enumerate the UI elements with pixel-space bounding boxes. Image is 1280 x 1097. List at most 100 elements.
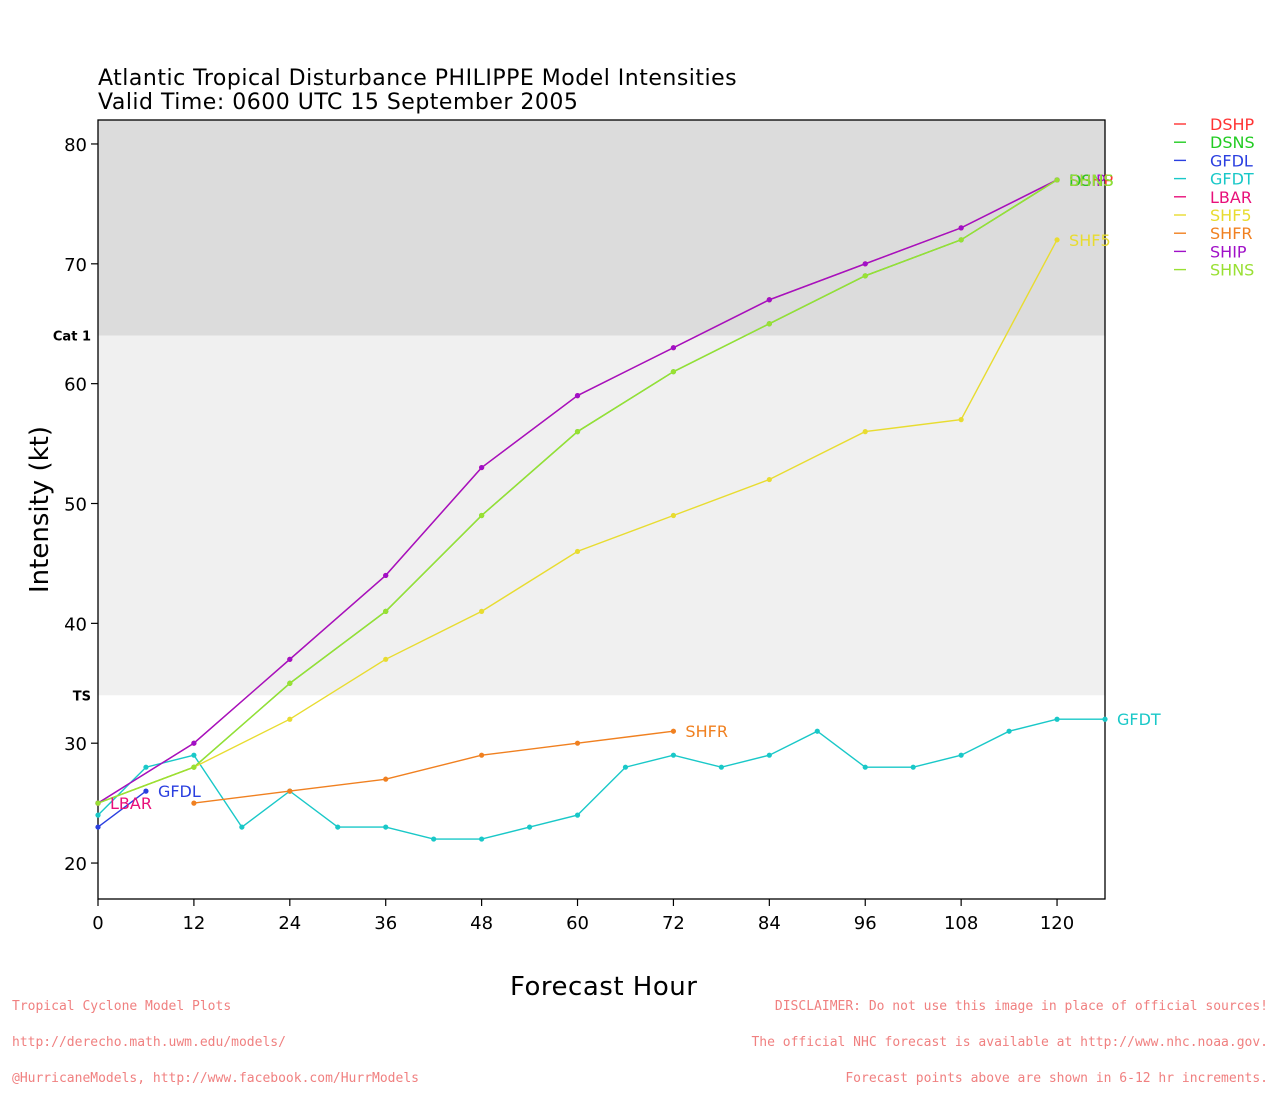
data-point-shfr xyxy=(574,740,581,746)
x-tick-label: 108 xyxy=(944,913,978,934)
data-point-shf5 xyxy=(766,476,772,483)
x-tick-label: 0 xyxy=(92,913,103,934)
series-end-label-shns: SHNS xyxy=(1069,171,1113,190)
data-point-shfr xyxy=(383,776,389,782)
data-point-gfdt xyxy=(814,728,820,734)
x-tick-label: 84 xyxy=(758,913,781,934)
footer-disclaimer: DISCLAIMER: Do not use this image in pla… xyxy=(751,977,1268,1097)
plot-frame xyxy=(97,119,1106,900)
data-point-shf5 xyxy=(862,429,868,435)
y-tick-label: 70 xyxy=(64,255,87,276)
data-point-gfdt xyxy=(335,824,341,830)
data-point-gfdt xyxy=(526,824,533,830)
data-point-gfdt xyxy=(239,824,245,830)
data-point-shns xyxy=(383,608,389,614)
x-tick-label: 48 xyxy=(470,913,493,934)
data-point-shfr xyxy=(670,728,677,734)
footer-credit-line: Tropical Cyclone Model Plots xyxy=(12,999,232,1014)
data-point-gfdl xyxy=(95,824,101,830)
data-point-shns xyxy=(191,764,197,770)
y-tick-label: 80 xyxy=(64,135,87,156)
data-point-shns xyxy=(670,369,677,375)
data-point-shf5 xyxy=(1054,237,1060,243)
y-axis-label: Intensity (kt) xyxy=(25,426,55,593)
legend-label-gfdt: GFDT xyxy=(1210,170,1254,189)
data-point-shf5 xyxy=(479,608,485,614)
series-end-label-gfdt: GFDT xyxy=(1117,710,1161,729)
legend-label-lbar: LBAR xyxy=(1210,188,1252,207)
x-tick-label: 12 xyxy=(182,913,205,934)
data-point-ship xyxy=(287,656,293,662)
chart-subtitle: Valid Time: 0600 UTC 15 September 2005 xyxy=(98,90,579,115)
footer-credit-line: @HurricaneModels, http://www.facebook.co… xyxy=(12,1071,419,1086)
cat1-band xyxy=(98,120,1105,336)
footer-credits: Tropical Cyclone Model Plots http://dere… xyxy=(12,977,419,1097)
data-point-gfdt xyxy=(383,824,389,830)
footer-disclaimer-line: Forecast points above are shown in 6-12 … xyxy=(845,1071,1268,1086)
series-line-gfdt xyxy=(97,718,1105,840)
legend-label-dsns: DSNS xyxy=(1210,133,1255,152)
series-end-label-gfdl: GFDL xyxy=(158,782,201,801)
data-point-gfdt xyxy=(431,836,437,842)
footer-disclaimer-line: The official NHC forecast is available a… xyxy=(751,1035,1268,1050)
data-point-ship xyxy=(383,572,389,579)
x-tick-label: 96 xyxy=(854,913,877,934)
data-point-shns xyxy=(862,273,868,279)
series-end-label-dsns: DSNS xyxy=(1069,171,1114,190)
data-point-gfdt xyxy=(766,752,772,758)
intensity-chart: Cat 1 TS 20 30 40 50 60 70 80 0 12 24 36 48 60 72 84 96 10… xyxy=(25,115,1255,934)
data-point-ship xyxy=(574,393,581,399)
threshold-label-ts: TS xyxy=(73,689,91,704)
series-end-label-lbar: LBAR xyxy=(110,794,152,813)
series-end-label-shf5: SHF5 xyxy=(1069,231,1111,250)
legend-label-shfr: SHFR xyxy=(1210,224,1253,243)
data-point-shf5 xyxy=(383,656,389,662)
data-point-gfdt xyxy=(958,752,964,758)
series-line-shfr xyxy=(193,730,674,804)
data-point-gfdt xyxy=(574,812,581,818)
y-tick-label: 60 xyxy=(64,375,87,396)
y-tick-label: 20 xyxy=(64,854,87,875)
data-point-gfdt xyxy=(862,764,868,770)
data-point-shns xyxy=(287,680,293,686)
data-point-gfdt xyxy=(622,764,629,770)
threshold-label-cat1: Cat 1 xyxy=(53,330,91,345)
data-point-gfdt xyxy=(479,836,485,842)
x-tick-label: 36 xyxy=(374,913,397,934)
x-tick-label: 24 xyxy=(278,913,301,934)
legend-label-shf5: SHF5 xyxy=(1210,206,1252,225)
legend-label-dshp: DSHP xyxy=(1210,115,1255,134)
ts-band xyxy=(98,335,1105,696)
x-axis-label: Forecast Hour xyxy=(510,972,698,1002)
data-point-gfdt xyxy=(1054,716,1060,722)
data-point-gfdt xyxy=(670,752,677,758)
data-point-shns xyxy=(766,321,772,327)
data-point-gfdt xyxy=(910,764,916,770)
data-point-shns xyxy=(479,512,485,519)
data-point-shns xyxy=(574,429,581,435)
data-point-shfr xyxy=(191,800,197,806)
y-tick-label: 40 xyxy=(64,614,87,635)
footer-credit-line: http://derecho.math.uwm.edu/models/ xyxy=(12,1035,286,1050)
data-point-gfdt xyxy=(143,764,149,770)
legend-label-shns: SHNS xyxy=(1210,261,1254,280)
data-point-shf5 xyxy=(958,417,964,423)
data-point-shfr xyxy=(479,752,485,758)
data-point-gfdt xyxy=(191,752,197,758)
data-point-gfdt xyxy=(95,812,101,818)
data-point-gfdl xyxy=(143,788,149,794)
data-point-shf5 xyxy=(287,716,293,722)
data-point-ship xyxy=(191,740,197,746)
x-tick-label: 120 xyxy=(1040,913,1074,934)
chart-title: Atlantic Tropical Disturbance PHILIPPE M… xyxy=(98,66,738,91)
data-point-shfr xyxy=(287,788,293,794)
data-point-shns xyxy=(958,237,964,243)
data-point-gfdt xyxy=(1102,716,1108,722)
data-point-ship xyxy=(670,345,677,351)
y-tick-label: 30 xyxy=(64,734,87,755)
data-point-ship xyxy=(766,297,772,303)
data-point-ship xyxy=(479,464,485,471)
data-point-shns xyxy=(1054,177,1060,183)
legend-label-gfdl: GFDL xyxy=(1210,151,1253,170)
series-line-gfdl xyxy=(97,790,147,828)
